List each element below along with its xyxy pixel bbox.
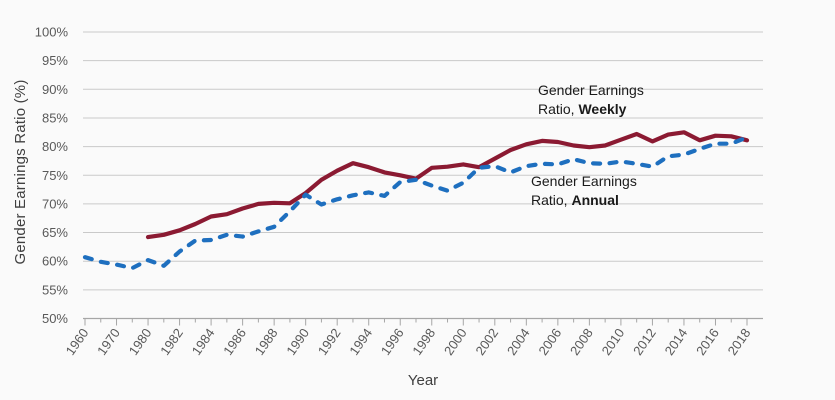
x-tick-label: 1990 — [283, 326, 312, 358]
x-tick-label: 1982 — [157, 326, 186, 358]
series-label-annual-line2: Ratio, — [531, 192, 572, 208]
x-tick-label: 2014 — [662, 326, 691, 358]
y-tick-label: 80% — [42, 139, 68, 154]
series-label-weekly-bold: Weekly — [578, 101, 627, 117]
x-tick-label: 2016 — [693, 326, 722, 358]
y-tick-label: 60% — [42, 254, 68, 269]
y-tick-label: 65% — [42, 225, 68, 240]
y-tick-label: 70% — [42, 196, 68, 211]
y-tick-label: 100% — [35, 25, 69, 40]
x-tick-label: 2010 — [598, 326, 627, 358]
series-label-annual: Gender Earnings Ratio, Annual — [531, 172, 637, 210]
series-label-annual-bold: Annual — [571, 192, 619, 208]
x-tick-label: 2004 — [504, 326, 533, 358]
x-tick-label: 2018 — [725, 326, 754, 358]
y-axis-title: Gender Earnings Ratio (%) — [12, 79, 29, 265]
x-tick-label: 2006 — [535, 326, 564, 358]
y-tick-label: 55% — [42, 282, 68, 297]
x-tick-label: 1984 — [189, 326, 218, 358]
x-tick-label: 1994 — [346, 326, 375, 358]
y-tick-label: 50% — [42, 311, 68, 326]
series-annual-line — [82, 135, 750, 271]
series-label-weekly: Gender Earnings Ratio, Weekly — [538, 81, 644, 119]
x-tick-label: 2000 — [441, 326, 470, 358]
x-tick-label: 1960 — [63, 326, 92, 358]
x-tick-label: 1996 — [378, 326, 407, 358]
y-tick-label: 75% — [42, 168, 68, 183]
series-label-annual-line1: Gender Earnings — [531, 173, 637, 189]
series-weekly-line — [145, 130, 750, 240]
series-label-weekly-line1: Gender Earnings — [538, 82, 644, 98]
y-tick-label: 85% — [42, 110, 68, 125]
y-tick-label: 90% — [42, 82, 68, 97]
x-tick-label: 2008 — [567, 326, 596, 358]
x-tick-label: 1980 — [126, 326, 155, 358]
x-tick-label: 1992 — [315, 326, 344, 358]
x-tick-label: 2012 — [630, 326, 659, 358]
series-label-weekly-line2: Ratio, — [538, 101, 579, 117]
x-tick-label: 1988 — [252, 326, 281, 358]
x-axis-title: Year — [407, 372, 439, 389]
x-tick-label: 1970 — [94, 326, 123, 358]
x-tick-label: 1998 — [409, 326, 438, 358]
x-tick-label: 1986 — [220, 326, 249, 358]
x-tick-label: 2002 — [472, 326, 501, 358]
y-tick-label: 95% — [42, 53, 68, 68]
